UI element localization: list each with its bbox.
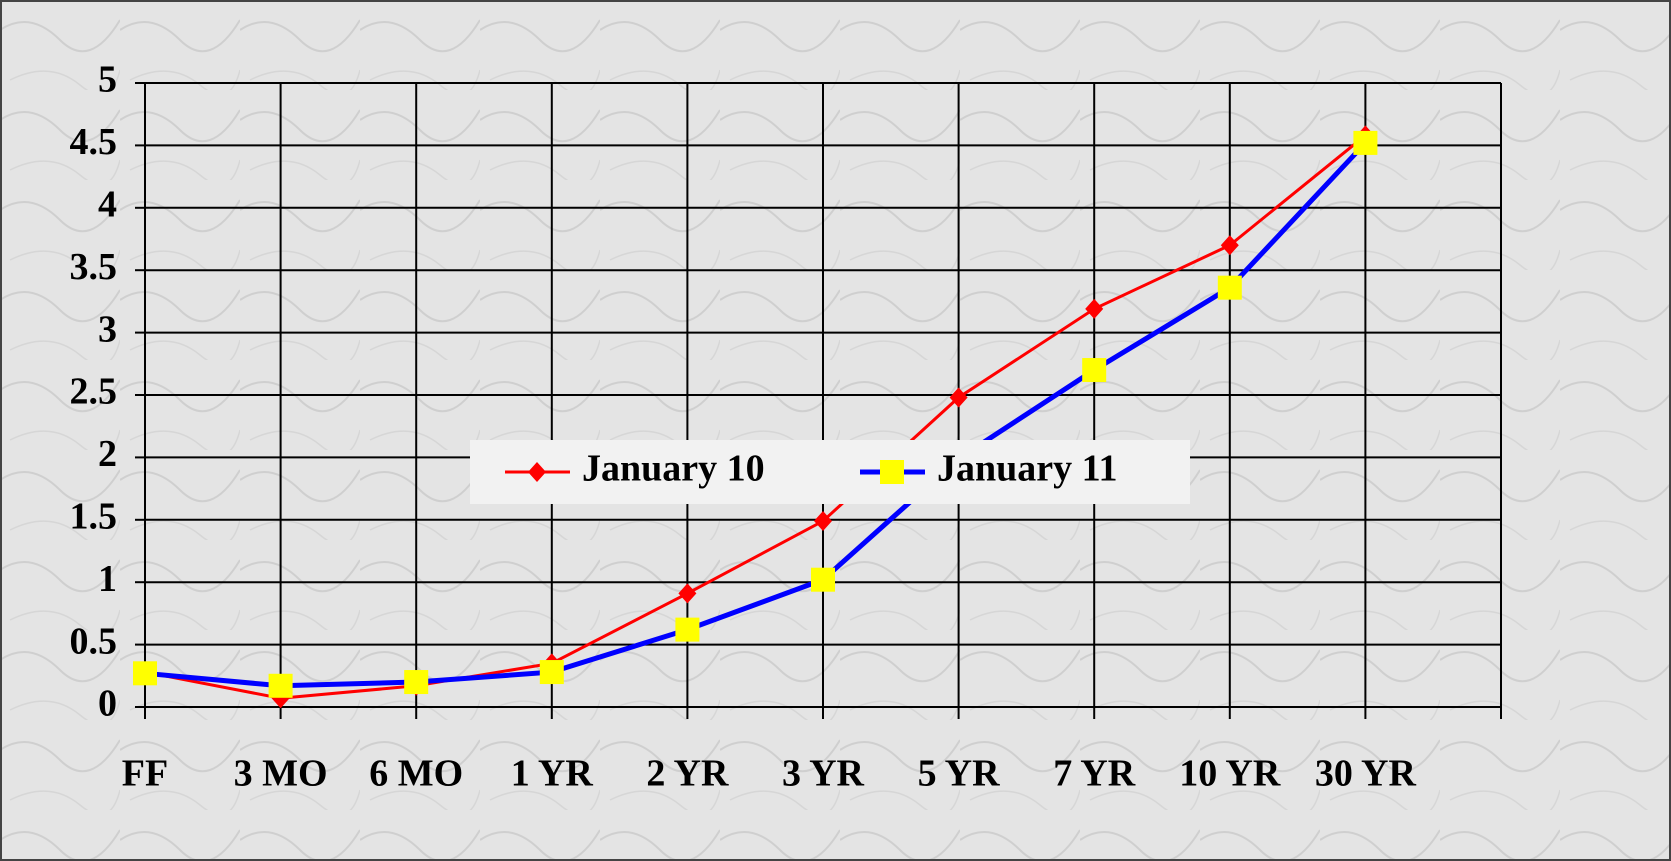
y-tick-label: 0 bbox=[98, 683, 117, 725]
y-tick-label: 4 bbox=[98, 184, 117, 226]
marker bbox=[268, 673, 293, 698]
marker bbox=[539, 660, 564, 685]
y-tick-label: 1.5 bbox=[70, 496, 118, 538]
y-tick-label: 5 bbox=[98, 59, 117, 101]
series-line bbox=[144, 134, 1367, 700]
x-tick-label: 10 YR bbox=[1179, 753, 1281, 795]
marker bbox=[1085, 298, 1104, 319]
y-tick-label: 0.5 bbox=[70, 620, 118, 662]
x-tick-label: 30 YR bbox=[1315, 753, 1417, 795]
y-tick-label: 1 bbox=[98, 558, 117, 600]
legend-label: January 10 bbox=[582, 448, 765, 490]
marker bbox=[404, 670, 429, 695]
y-tick-label: 2.5 bbox=[70, 371, 118, 413]
x-tick-label: 5 YR bbox=[918, 753, 1001, 795]
x-tick-label: 6 MO bbox=[369, 753, 463, 795]
marker bbox=[1353, 130, 1378, 155]
x-tick-label: 1 YR bbox=[511, 753, 594, 795]
x-tick-label: 3 MO bbox=[234, 753, 328, 795]
y-tick-label: 3.5 bbox=[70, 246, 118, 288]
marker bbox=[1217, 275, 1242, 300]
x-tick-label: 3 YR bbox=[782, 753, 865, 795]
series-line bbox=[144, 141, 1368, 689]
marker bbox=[814, 511, 832, 532]
marker bbox=[1082, 358, 1107, 383]
y-tick-label: 4.5 bbox=[70, 121, 118, 163]
y-tick-label: 3 bbox=[98, 308, 117, 350]
marker bbox=[811, 567, 835, 592]
x-tick-label: FF bbox=[122, 753, 168, 795]
x-tick-label: 2 YR bbox=[646, 753, 729, 795]
x-tick-label: 7 YR bbox=[1053, 753, 1136, 795]
marker bbox=[949, 387, 968, 408]
marker bbox=[675, 617, 700, 642]
marker bbox=[133, 661, 157, 686]
legend-label: January 11 bbox=[937, 448, 1118, 490]
marker bbox=[678, 583, 697, 604]
y-tick-label: 2 bbox=[98, 433, 117, 475]
legend-marker bbox=[880, 460, 904, 484]
legend-marker bbox=[528, 462, 546, 482]
legend-box bbox=[470, 440, 1190, 504]
marker bbox=[1220, 235, 1239, 256]
